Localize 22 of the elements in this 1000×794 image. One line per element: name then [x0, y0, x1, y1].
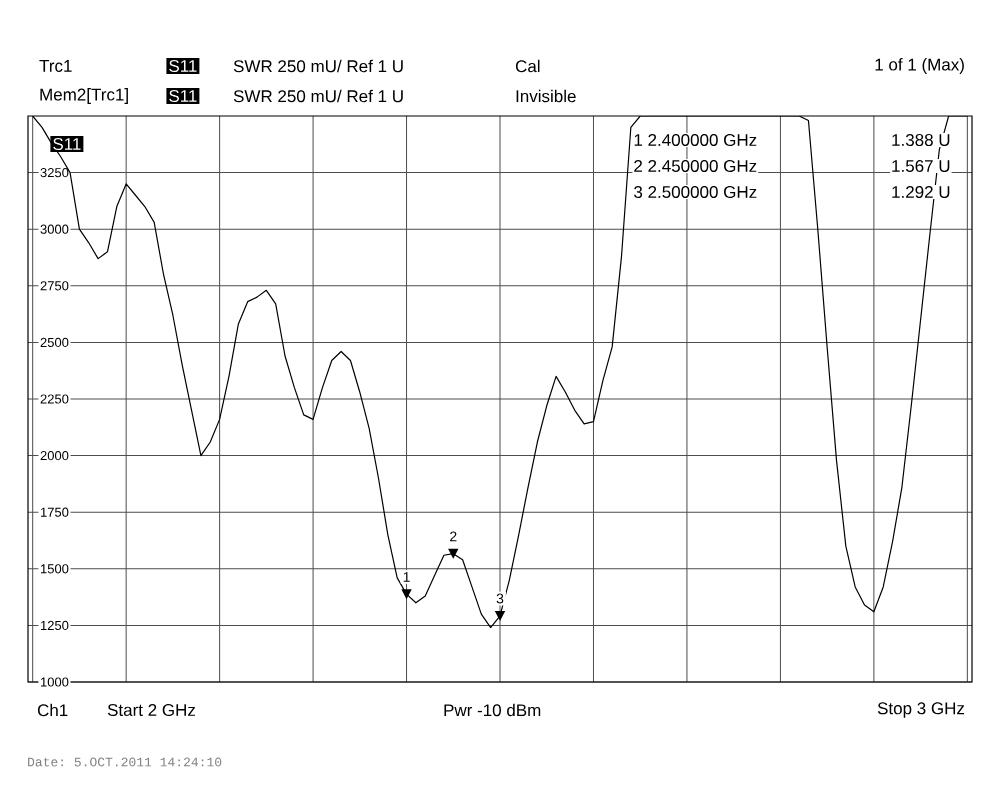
text: S11 [169, 59, 197, 72]
annotation: 3 2.500000 GHz [634, 185, 757, 199]
annotation: 1.292 U [892, 185, 950, 199]
annotation: 2 2.450000 GHz [634, 159, 757, 173]
text: Stop 3 GHz [877, 702, 965, 718]
text: Mem2[Trc1] [40, 88, 128, 104]
text: Trc1 [39, 60, 72, 72]
annotation: 1 2.400000 GHz [634, 133, 757, 147]
point [401, 589, 412, 600]
point [494, 610, 506, 621]
text: Start 2 GHz [107, 704, 196, 717]
text: SWR 250 mU/ Ref 1 U [233, 59, 403, 73]
text: Ch1 [37, 703, 68, 717]
text: SWR 250 mU/ Ref 1 U [233, 89, 403, 103]
text: Cal [515, 59, 540, 73]
annotation: 1.388 U [892, 133, 950, 147]
text: Invisible [516, 89, 576, 103]
text: Pwr -10 dBm [444, 703, 541, 717]
text: 1 of 1 (Max) [875, 58, 964, 74]
annotation: S11 [53, 137, 81, 151]
annotation: 1.567 U [892, 159, 950, 173]
text: S11 [169, 89, 197, 103]
